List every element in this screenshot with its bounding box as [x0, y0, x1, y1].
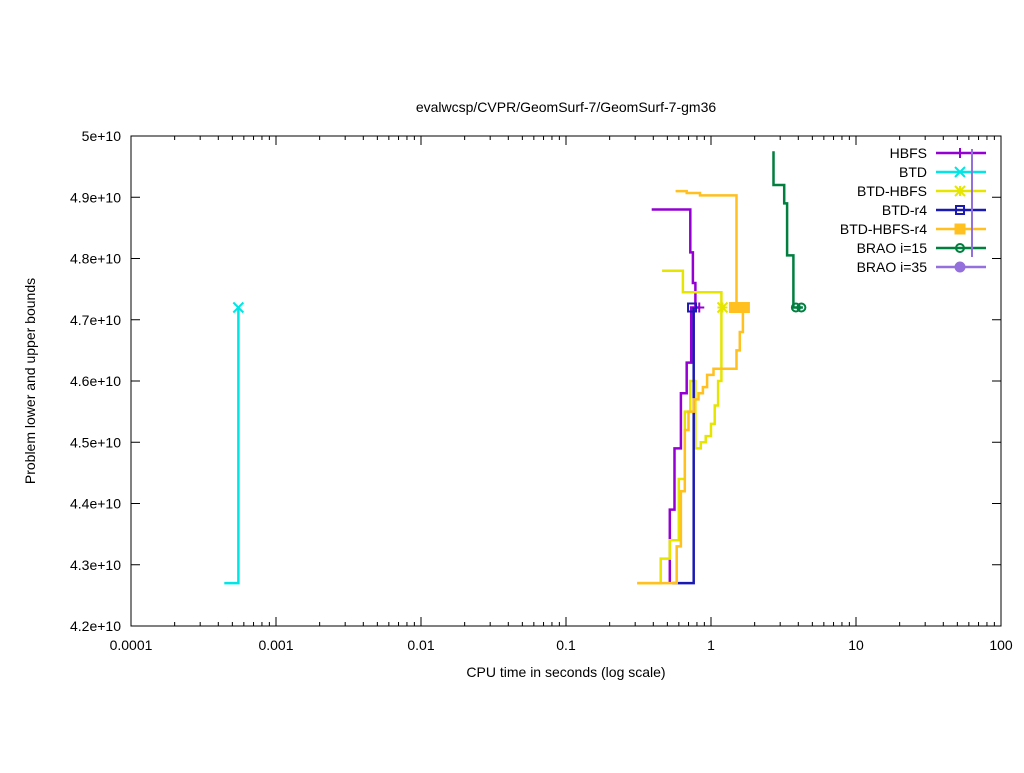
y-tick-label: 4.6e+10 [70, 373, 121, 389]
legend-item-hbfs: HBFS [890, 145, 986, 161]
legend-marker-btd-hbfs-stroke [954, 185, 966, 197]
series-brao-i-15-marker-0-shape [790, 302, 801, 313]
series-btd-hbfs-line-0 [662, 269, 723, 308]
y-tick-label: 4.2e+10 [70, 618, 121, 634]
legend-marker-brao-i-35 [954, 261, 966, 273]
series-btd-marker-0-stroke [232, 301, 245, 314]
y-tick-label: 4.7e+10 [70, 312, 121, 328]
series-layer [224, 151, 807, 585]
series-btd [224, 301, 245, 585]
legend-marker-brao-i-35-shape [954, 261, 966, 273]
legend-item-btd-hbfs: BTD-HBFS [857, 183, 986, 199]
legend-marker-btd-hbfs-r4 [954, 223, 966, 235]
series-btd-hbfs-r4-marker-0 [728, 302, 740, 313]
y-tick-label: 4.4e+10 [70, 496, 121, 512]
y-tick-label: 4.3e+10 [70, 557, 121, 573]
legend-label-hbfs: HBFS [890, 145, 927, 161]
legend-marker-btd-stroke [954, 166, 966, 178]
series-btd-hbfs-marker-0 [716, 301, 729, 314]
x-tick-label: 0.0001 [110, 637, 153, 653]
series-btd-r4-marker-0 [687, 302, 698, 313]
y-axis-label: Problem lower and upper bounds [22, 278, 38, 484]
series-btd-hbfs-r4-marker-1 [738, 302, 750, 313]
legend-marker-btd-hbfs [954, 185, 966, 197]
series-btd-hbfs-line-1 [637, 306, 723, 585]
series-btd-hbfs-r4-line-1 [637, 306, 748, 585]
legend-marker-hbfs [955, 148, 965, 158]
legend-marker-brao-i-15-shape [955, 243, 965, 253]
legend-marker-btd-r4-shape [955, 205, 965, 215]
legend-item-brao-i-15: BRAO i=15 [857, 240, 986, 256]
legend-item-btd-hbfs-r4: BTD-HBFS-r4 [840, 221, 986, 237]
series-btd-hbfs-r4-marker-1-shape [738, 302, 750, 313]
x-axis-label: CPU time in seconds (log scale) [466, 664, 665, 680]
series-brao-i-15-marker-1-shape [796, 302, 807, 313]
y-tick-label: 4.9e+10 [70, 189, 121, 205]
series-btd-hbfs-r4-line-0 [675, 189, 738, 308]
series-btd-hbfs [637, 269, 729, 585]
x-tick-label: 1 [707, 637, 715, 653]
series-btd-hbfs-marker-0-stroke [716, 301, 729, 314]
legend-item-brao-i-35: BRAO i=35 [857, 259, 986, 275]
series-brao-i-15-line-0 [772, 151, 803, 309]
series-hbfs-line-1 [668, 306, 695, 584]
series-btd-hbfs-r4-marker-0-shape [728, 302, 740, 313]
x-tick-label: 0.1 [556, 637, 576, 653]
legend-marker-btd [954, 166, 966, 178]
y-tick-label: 4.8e+10 [70, 251, 121, 267]
legend-item-btd-r4: BTD-r4 [882, 202, 986, 218]
legend-item-btd: BTD [899, 164, 986, 180]
chart-title: evalwcsp/CVPR/GeomSurf-7/GeomSurf-7-gm36 [416, 99, 717, 115]
series-btd-hbfs-r4 [637, 189, 750, 585]
legend-label-btd-hbfs: BTD-HBFS [857, 183, 927, 199]
series-btd-line-0 [224, 307, 240, 585]
legend-marker-btd-hbfs-r4-shape [954, 223, 966, 235]
x-tick-label: 0.001 [258, 637, 293, 653]
series-btd-marker-0 [232, 301, 245, 314]
series-brao-i-15-marker-1 [796, 302, 807, 313]
legend-label-brao-i-15: BRAO i=15 [857, 240, 928, 256]
series-btd-r4-marker-0-shape [687, 302, 698, 313]
legend-marker-btd-r4 [955, 205, 965, 215]
x-tick-label: 0.01 [407, 637, 434, 653]
legend-marker-brao-i-15 [955, 243, 965, 253]
x-tick-label: 100 [989, 637, 1013, 653]
x-tick-label: 10 [848, 637, 864, 653]
legend-label-btd: BTD [899, 164, 927, 180]
y-tick-label: 5e+10 [82, 128, 122, 144]
axes-layer: 0.0001 0.001 0.01 0.1 1 10 100 4.2e+10 4.3e+10 4.… [70, 128, 1013, 653]
legend-label-btd-r4: BTD-r4 [882, 202, 927, 218]
series-brao-i-15 [772, 151, 807, 313]
series-brao-i-15-marker-0 [790, 302, 801, 313]
legend: HBFS BTD BTD-HBFS BTD-r4 BTD-HBFS-r4 BRAO i=1… [840, 145, 986, 275]
y-tick-label: 4.5e+10 [70, 434, 121, 450]
legend-label-btd-hbfs-r4: BTD-HBFS-r4 [840, 221, 927, 237]
legend-label-brao-i-35: BRAO i=35 [857, 259, 928, 275]
